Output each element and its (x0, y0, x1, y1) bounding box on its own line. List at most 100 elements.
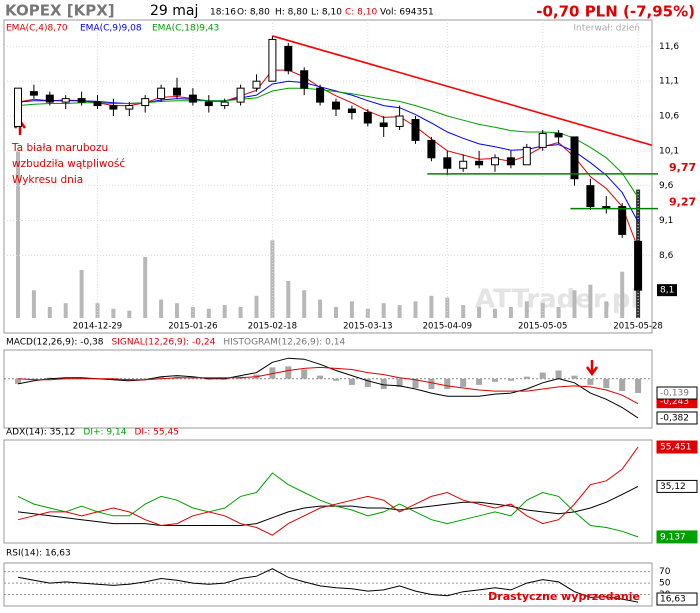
x-tick-label: 2014-12-29 (73, 322, 122, 332)
candle-body (459, 160, 468, 169)
quote-item: 18:16 (210, 8, 236, 18)
annotation: Ta biała marubozu (11, 142, 108, 154)
candle-body (522, 146, 531, 166)
volume-bar (47, 306, 52, 318)
volume-bar (413, 301, 418, 318)
volume-bar (270, 240, 275, 318)
histogram-bar (364, 378, 371, 387)
legend-entry: EMA(C,9)9,08 (80, 24, 142, 34)
histogram-bar (30, 378, 37, 380)
volume-bar (143, 256, 148, 318)
volume-bar (302, 290, 307, 318)
volume-bar (445, 297, 450, 318)
histogram-bar (412, 378, 419, 388)
volume-bar (604, 301, 609, 318)
volume-bar (318, 299, 323, 318)
level-label: 9,27 (669, 196, 696, 209)
y-tick-label: 11,1 (659, 77, 679, 87)
y-tick-label: 9,1 (659, 216, 673, 226)
histogram-bar (587, 378, 594, 385)
candle-body (586, 185, 595, 208)
level-label: 9,77 (669, 161, 696, 174)
candle-body (173, 87, 181, 96)
candle-body (443, 157, 452, 169)
volume-bar (334, 306, 338, 318)
volume-bar (381, 303, 386, 318)
histogram-bar (15, 378, 21, 384)
candle-body (14, 87, 22, 127)
histogram-bar (555, 370, 562, 379)
candle-body (109, 105, 118, 110)
quote-item: L: 8,10 (311, 8, 342, 18)
end-label-group: 35,12 (656, 479, 698, 493)
volume-bar (222, 305, 227, 318)
histogram-bar (460, 378, 467, 387)
legend-entry: MACD(12,26,9): -0,38 (6, 338, 104, 348)
histogram-bar (492, 378, 498, 382)
volume-bar (524, 301, 529, 318)
candle-body (236, 87, 245, 103)
end-label: 55,451 (660, 443, 692, 453)
legend-entry: DI-: 55,45 (134, 428, 179, 438)
interval: Interwał: dzień (573, 24, 640, 34)
y-tick-label: 10,1 (659, 146, 679, 156)
volume-bar (588, 284, 593, 318)
candle-body (395, 115, 404, 127)
quote-item: Vol: 694351 (380, 8, 434, 18)
volume-bar (16, 151, 20, 318)
volume-bar (556, 306, 561, 318)
candle-body (29, 91, 38, 96)
main-panel (3, 19, 653, 334)
histogram-bar (142, 378, 149, 380)
candle-body (157, 87, 166, 100)
end-label-group: 9,137 (656, 530, 698, 544)
volume-bar (206, 308, 211, 318)
histogram-bar (571, 375, 578, 379)
histogram-bar (380, 378, 387, 389)
histogram-bar (635, 378, 642, 394)
annotation: Wykresu dnia (12, 174, 83, 186)
volume-bar (111, 308, 116, 318)
legend-entry: ADX(14): 35,12 (6, 428, 75, 438)
price-change: -0,70 PLN (-7,95%) (536, 3, 695, 21)
volume-bar (190, 306, 195, 318)
volume-bar (127, 310, 132, 318)
x-tick-label: 2015-05-28 (613, 322, 662, 332)
volume-bar (397, 305, 402, 318)
volume-bar (508, 306, 513, 318)
volume-bar (429, 295, 434, 318)
last-price-box (657, 284, 677, 297)
end-label-group: 55,451 (656, 440, 698, 454)
volume-bar (238, 306, 243, 318)
trend-line (272, 35, 653, 147)
end-label-box (656, 530, 698, 544)
volume-bar (540, 303, 545, 318)
indicator-line (17, 472, 639, 538)
end-label-box (656, 386, 698, 400)
histogram-bar (317, 375, 324, 379)
histogram-bar (285, 366, 292, 379)
candle-body (538, 132, 547, 148)
y-tick-label: 8,6 (659, 251, 674, 261)
volume-bar (79, 269, 84, 318)
date: 29 maj (150, 3, 198, 19)
last-price: 8,1 (660, 286, 674, 296)
end-label: 35,12 (660, 482, 686, 492)
histogram-bar (428, 378, 435, 389)
candle-body (634, 240, 643, 291)
end-label: -0,243 (660, 397, 689, 407)
y-tick-label: 11,6 (659, 42, 679, 52)
candle-body (125, 105, 134, 110)
volume-bar (365, 308, 370, 318)
candle-body (204, 101, 213, 107)
candle-body (379, 122, 388, 127)
adx-panel (3, 439, 653, 544)
end-label-box (656, 440, 698, 454)
end-label: 9,137 (660, 532, 686, 542)
candle-body (93, 101, 102, 107)
end-label-group: -0,139 (656, 386, 698, 400)
histogram-bar (444, 378, 451, 389)
macd-panel (3, 349, 653, 429)
histogram-bar (507, 378, 514, 381)
